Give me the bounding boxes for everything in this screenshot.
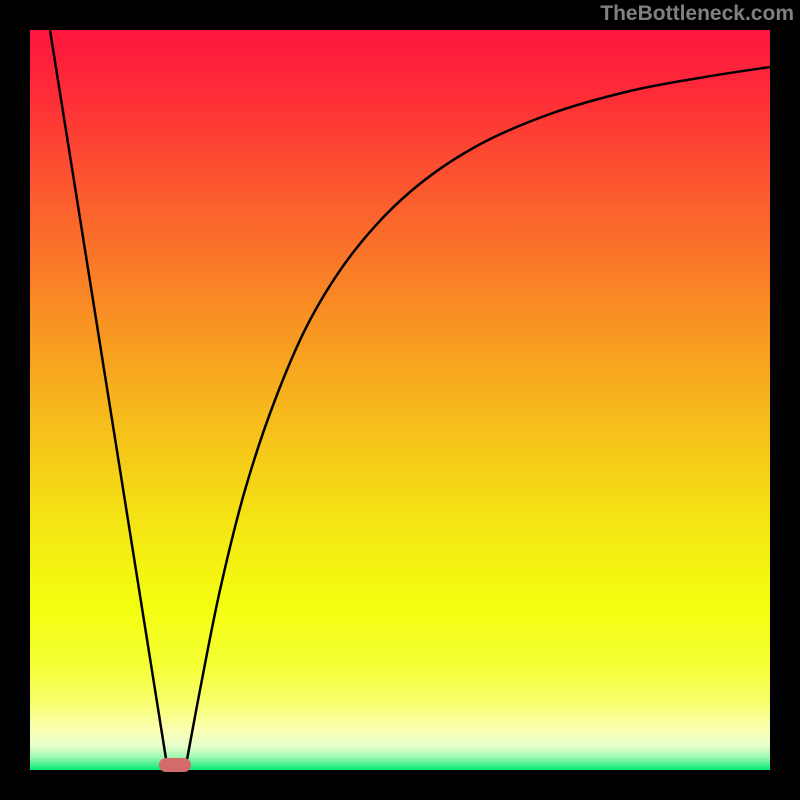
optimum-marker — [159, 758, 191, 772]
chart-container: TheBottleneck.com — [0, 0, 800, 800]
gradient-background — [30, 30, 770, 770]
watermark-text: TheBottleneck.com — [600, 2, 794, 26]
bottleneck-chart — [0, 0, 800, 800]
